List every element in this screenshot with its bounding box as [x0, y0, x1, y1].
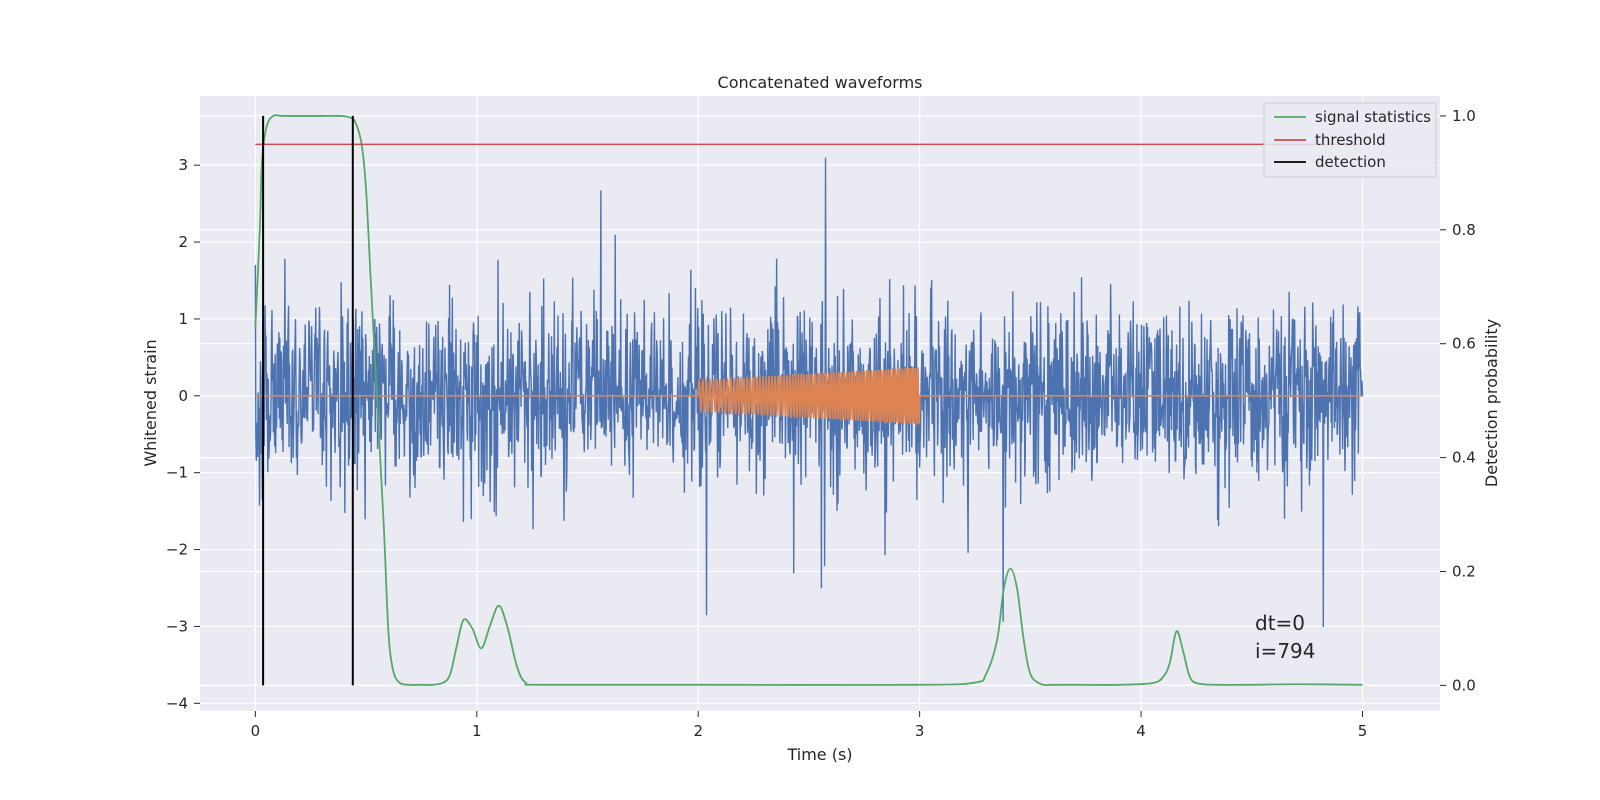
y-tick-label: 0 [178, 387, 188, 405]
x-axis-label: Time (s) [786, 745, 852, 764]
y-tick-label-right: 0.8 [1452, 221, 1476, 239]
legend-box [1263, 102, 1437, 178]
legend-label-threshold: threshold [1315, 131, 1386, 149]
y-axis-label: Whitened strain [141, 339, 160, 466]
x-tick-label: 4 [1136, 722, 1146, 740]
legend-label-detection: detection [1315, 153, 1386, 171]
x-tick-label: 3 [915, 722, 925, 740]
signal-statistics-series [254, 114, 1363, 687]
legend-label-signal-statistics: signal statistics [1315, 108, 1431, 126]
chart-title: Concatenated waveforms [718, 73, 923, 92]
y-tick-label: −3 [166, 617, 188, 635]
y-tick-label-right: 1.0 [1452, 107, 1476, 125]
injected-series [255, 365, 1363, 427]
x-ticks: 0 1 2 3 4 5 [251, 711, 1368, 740]
y-tick-label: −4 [166, 694, 188, 712]
y-tick-label: 2 [178, 233, 188, 251]
y-tick-label-right: 0.4 [1452, 449, 1476, 467]
x-tick-label: 5 [1358, 722, 1368, 740]
y-tick-label-right: 0.2 [1452, 562, 1476, 580]
y-tick-label-right: 0.6 [1452, 335, 1476, 353]
y-tick-label-right: 0.0 [1452, 676, 1476, 694]
annotation-i: i=794 [1255, 639, 1316, 663]
y-tick-label: 1 [178, 310, 188, 328]
y-ticks-right: 0.0 0.2 0.4 0.6 0.8 1.0 [1440, 107, 1476, 694]
x-tick-label: 1 [472, 722, 482, 740]
y-axis-label-right: Detection probability [1482, 319, 1501, 487]
y-tick-label: −2 [166, 541, 188, 559]
legend: signal statistics threshold detection [1263, 102, 1437, 178]
x-tick-label: 0 [251, 722, 261, 740]
x-tick-label: 2 [693, 722, 703, 740]
y-tick-label: −1 [166, 464, 188, 482]
y-ticks: −4 −3 −2 −1 0 1 2 3 [166, 156, 200, 712]
annotation-dt: dt=0 [1255, 611, 1305, 635]
y-tick-label: 3 [178, 156, 188, 174]
